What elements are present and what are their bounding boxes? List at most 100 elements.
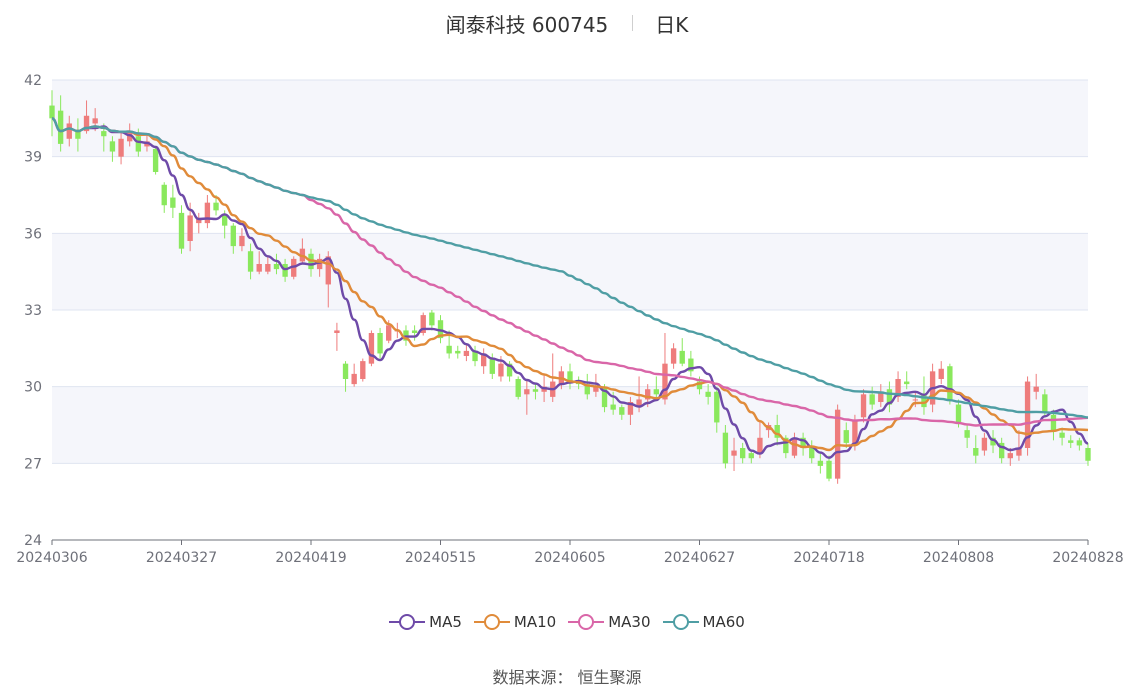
candle (161, 182, 167, 213)
legend-label-ma5: MA5 (429, 613, 462, 631)
candle (170, 184, 176, 218)
candle (973, 435, 979, 464)
candle (670, 343, 677, 369)
candle-body (152, 149, 159, 172)
y-tick-label: 33 (24, 303, 42, 319)
candle (843, 422, 849, 448)
candle-body (325, 256, 331, 285)
legend: MA5 MA10 MA30 MA60 (0, 612, 1134, 632)
candle-body (1033, 386, 1039, 392)
candle-body (921, 394, 927, 408)
candle-body (886, 389, 893, 405)
candle (886, 381, 893, 413)
candle (265, 256, 271, 275)
candle-body (524, 389, 530, 395)
candle (739, 442, 746, 464)
ma60-line (51, 117, 1089, 419)
candle-body (1059, 432, 1065, 438)
y-tick-label: 27 (24, 456, 42, 472)
candle (480, 348, 487, 374)
candle-body (204, 202, 211, 224)
candle-body (739, 448, 746, 459)
candle (239, 228, 245, 252)
candle (472, 345, 478, 367)
x-tick-label: 20240627 (664, 550, 735, 566)
legend-marker-ma60 (662, 614, 699, 630)
candle (1068, 435, 1074, 448)
candle-body (282, 264, 288, 277)
candle (722, 425, 729, 469)
legend-marker-ma30 (568, 614, 605, 630)
candle-body (817, 460, 824, 466)
legend-item-ma60[interactable]: MA60 (662, 612, 745, 632)
candle-body (981, 437, 988, 451)
candle (601, 384, 608, 413)
candle (1076, 437, 1083, 451)
candle (567, 363, 573, 390)
candle (325, 251, 331, 308)
candle (817, 453, 824, 474)
candle (455, 345, 461, 359)
candle-body (429, 312, 435, 326)
candle-body (377, 333, 383, 354)
candle-body (601, 386, 608, 408)
candle (679, 338, 685, 367)
candle (273, 253, 280, 275)
candle-body (809, 448, 815, 459)
candle-body (230, 225, 236, 247)
candle-body (947, 366, 953, 400)
candle-body (57, 110, 64, 144)
candle (748, 450, 754, 464)
y-axis: 24 27 30 33 36 39 42 (24, 73, 42, 549)
candle (334, 322, 340, 351)
candle (420, 312, 426, 336)
y-tick-label: 36 (24, 226, 42, 242)
x-tick-label: 20240306 (16, 550, 87, 566)
candle-body (265, 264, 271, 272)
candle-body (92, 118, 98, 124)
candle-body (998, 442, 1005, 459)
candle (1050, 409, 1057, 441)
candle (757, 419, 763, 459)
candle-body (722, 432, 729, 464)
legend-item-ma5[interactable]: MA5 (389, 612, 462, 632)
candle-body (1016, 448, 1022, 456)
candle-body (437, 320, 444, 339)
candle-body (696, 381, 703, 390)
legend-item-ma30[interactable]: MA30 (568, 612, 651, 632)
candle (316, 253, 323, 277)
x-tick-label: 20240718 (793, 550, 864, 566)
candle (860, 389, 867, 423)
candle-body (878, 391, 884, 402)
candle (964, 425, 970, 448)
candle-body (334, 330, 340, 333)
candle-body (843, 430, 849, 443)
legend-label-ma60: MA60 (702, 613, 745, 631)
candle (411, 325, 418, 341)
candle (990, 430, 996, 454)
candle-body (489, 358, 495, 374)
candle (619, 404, 625, 420)
x-tick-label: 20240419 (275, 550, 346, 566)
y-tick-label: 30 (24, 380, 42, 396)
candle-body (567, 371, 573, 382)
candle-body (291, 258, 297, 277)
band (52, 233, 1088, 310)
legend-item-ma10[interactable]: MA10 (473, 612, 556, 632)
candle (351, 363, 357, 387)
candle (532, 384, 539, 400)
y-tick-label: 24 (24, 533, 42, 549)
candle (256, 251, 262, 275)
x-axis: 20240306 20240327 20240419 20240515 20240605… (16, 539, 1124, 566)
x-tick-label: 20240515 (405, 550, 476, 566)
legend-label-ma30: MA30 (608, 613, 651, 631)
candle-body (860, 394, 867, 418)
candle-body (774, 425, 780, 438)
candle (230, 223, 236, 254)
candle (49, 90, 55, 137)
candle-body (221, 215, 228, 226)
candle-body (273, 264, 280, 270)
candle (714, 386, 720, 433)
candle-body (101, 131, 107, 137)
